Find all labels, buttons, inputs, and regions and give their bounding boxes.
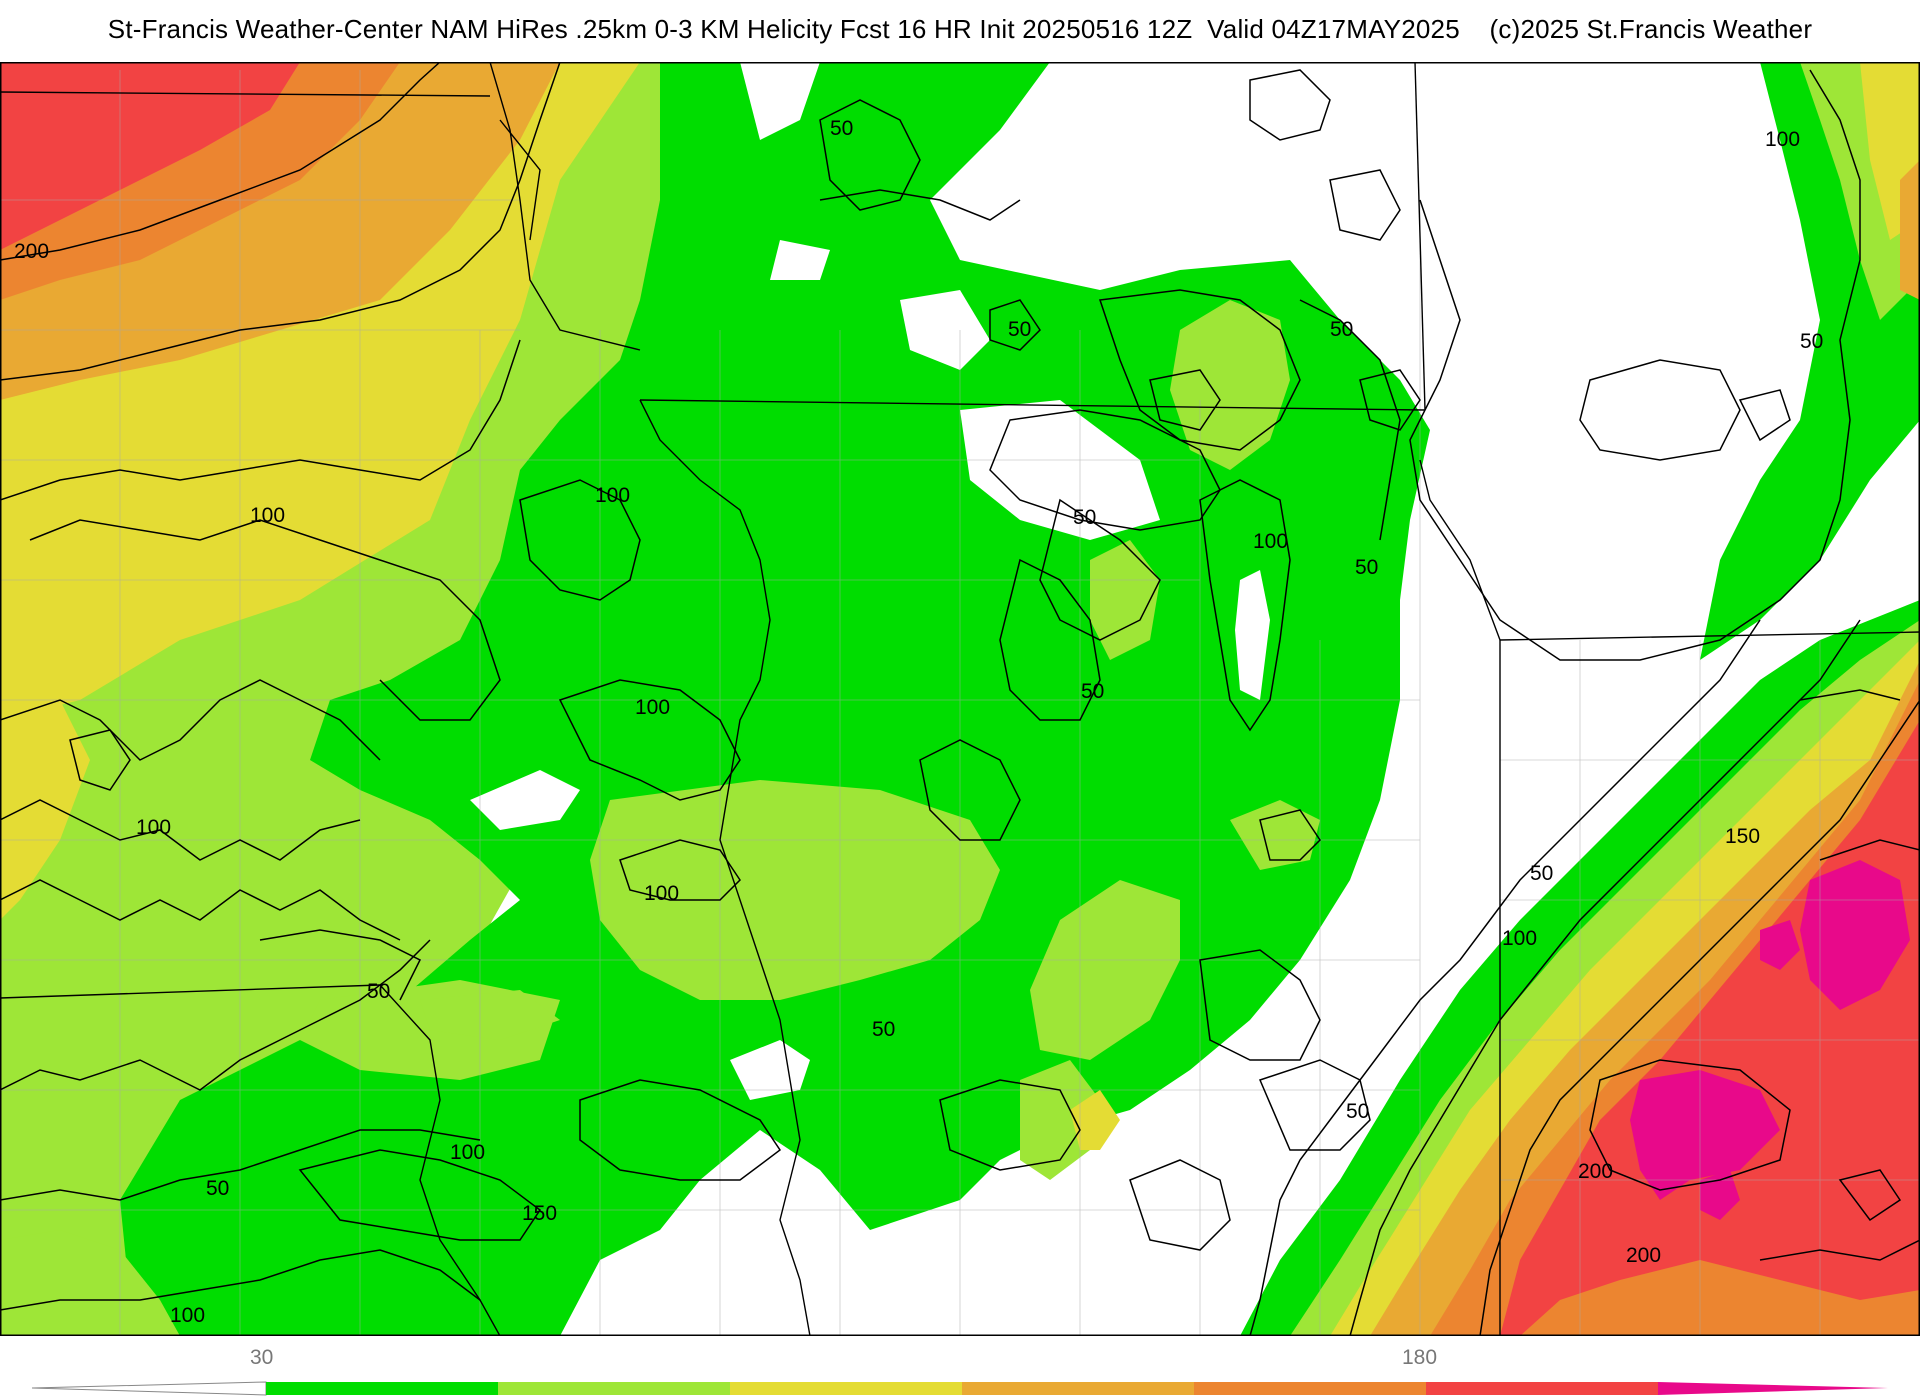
shade-210-se-b: [1760, 920, 1800, 970]
shade-60-central-a: [590, 780, 1000, 1000]
contour-label: 200: [1578, 1160, 1613, 1183]
shaded-central-region: [0, 62, 1430, 1336]
contour-label: 50: [830, 117, 853, 140]
white-gaps: [470, 62, 1270, 1100]
contour-label: 100: [1253, 530, 1288, 553]
contour-label: 50: [1355, 556, 1378, 579]
shade-60-mid-band: [420, 990, 560, 1040]
contour-label: 50: [1073, 506, 1096, 529]
gap-7: [960, 400, 1160, 540]
shade-30-se-green-strip: [0, 1230, 180, 1336]
gap-1: [470, 770, 580, 830]
gap-3: [1235, 570, 1270, 700]
contour-labels: 200 100 100 100 100 100 100 100 100 100 …: [14, 117, 1823, 1327]
gap-6: [740, 62, 820, 140]
gap-5: [770, 240, 830, 280]
colorbar-bin-150: [1194, 1382, 1426, 1395]
colorbar-left-arrow: [31, 1381, 267, 1396]
shade-60-central-b: [1030, 880, 1180, 1060]
colorbar-bin-30: [266, 1382, 498, 1395]
colorbar-bin-120: [962, 1382, 1194, 1395]
contour-label: 100: [644, 882, 679, 905]
shade-180-se: [1500, 720, 1920, 1336]
contour-label: 100: [595, 484, 630, 507]
colorbar-bin-180: [1426, 1382, 1658, 1395]
contour-label: 150: [1725, 825, 1760, 848]
contour-label: 100: [635, 696, 670, 719]
shade-120-ne: [1900, 160, 1920, 300]
contour-label: 150: [522, 1202, 557, 1225]
contour-label: 50: [1530, 862, 1553, 885]
colorbar-right-arrow: [1658, 1382, 1888, 1395]
contour-label: 50: [1800, 330, 1823, 353]
contour-label: 50: [1330, 318, 1353, 341]
map-frame: [0, 62, 1920, 1336]
contour-label: 50: [367, 980, 390, 1003]
shade-210-se-d: [1700, 1170, 1740, 1220]
shade-60-central-d: [1090, 540, 1160, 660]
contour-label: 200: [14, 240, 49, 263]
state-boundaries: [0, 62, 1920, 1336]
shade-210-se-c: [1630, 1070, 1780, 1200]
contour-label: 50: [1346, 1100, 1369, 1123]
contour-label: 100: [450, 1141, 485, 1164]
helicity-contours: [0, 62, 1920, 1336]
contour-label: 100: [136, 816, 171, 839]
helicity-map: 200 100 100 100 100 100 100 100 100 100 …: [0, 62, 1920, 1336]
colorbar-bin-60: [498, 1382, 730, 1395]
colorbar-tick-label-low: 30: [250, 1346, 273, 1369]
contour-label: 100: [1765, 128, 1800, 151]
map-title: St-Francis Weather-Center NAM HiRes .25k…: [107, 14, 1813, 44]
contour-label: 200: [1626, 1244, 1661, 1267]
shade-90-west-patch: [0, 700, 90, 920]
shade-90-small: [1070, 1090, 1120, 1150]
shade-180-nw: [0, 62, 300, 250]
gap-4: [900, 290, 990, 370]
contour-label: 50: [872, 1018, 895, 1041]
contour-label: 100: [250, 504, 285, 527]
county-lines: [0, 70, 1920, 1336]
contour-label: 100: [170, 1304, 205, 1327]
contour-label: 50: [206, 1177, 229, 1200]
gap-2: [730, 1040, 810, 1100]
contour-label: 50: [1008, 318, 1031, 341]
shade-210-se-a: [1800, 860, 1910, 1010]
colorbar: 30 180: [31, 1346, 1888, 1396]
colorbar-tick-label-high: 180: [1402, 1346, 1437, 1369]
contour-label: 100: [1502, 927, 1537, 950]
shade-60-central-f: [1230, 800, 1320, 870]
contour-label: 50: [1081, 680, 1104, 703]
colorbar-bin-90: [730, 1382, 962, 1395]
